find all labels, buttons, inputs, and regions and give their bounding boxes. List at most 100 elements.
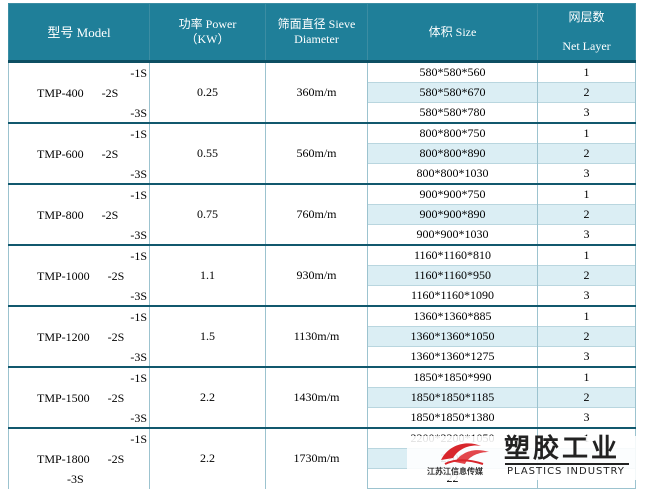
- model-variant-1s: -1S: [130, 371, 147, 385]
- header-model: 型号 Model: [8, 3, 150, 63]
- model-name-line: TMP-1000 -2S: [37, 269, 124, 284]
- size-cell: 900*900*1030: [367, 224, 538, 245]
- header-diameter-line1: 筛面直径 Sieve: [277, 17, 356, 31]
- layer-cell: 1: [537, 183, 636, 205]
- watermark-logo: 江苏江信息传媒 塑胶工业 PLASTICS INDUSTRY: [407, 432, 637, 482]
- layer-cell: 1: [537, 122, 636, 144]
- size-cell: 1160*1160*810: [367, 244, 538, 266]
- model-variant-3s: -3S: [130, 350, 147, 364]
- watermark-english: PLASTICS INDUSTRY: [507, 466, 625, 477]
- model-cell: -1S TMP-800 -2S -3S: [8, 183, 150, 245]
- model-variant-2s: -2S: [107, 391, 125, 405]
- model-variant-2s: -2S: [107, 269, 125, 283]
- size-cell: 900*900*890: [367, 204, 538, 225]
- header-power: 功率 Power （KW）: [149, 3, 266, 63]
- model-name-line: TMP-400 -2S: [37, 86, 118, 101]
- size-cell: 580*580*670: [367, 82, 538, 103]
- model-variant-1s: -1S: [130, 127, 147, 141]
- size-cell: 1160*1160*1090: [367, 285, 538, 306]
- spec-table-body: -1S TMP-400 -2S -3S 0.25 360m/m 580*580*560 1 58…: [8, 60, 636, 489]
- model-variant-1s: -1S: [130, 432, 147, 446]
- power-cell: 0.55: [149, 122, 266, 184]
- diameter-cell: 360m/m: [265, 60, 368, 123]
- model-variant-2s: -2S: [101, 86, 119, 100]
- model-variant-3s: -3S: [67, 472, 84, 486]
- size-cell: 1850*1850*990: [367, 366, 538, 388]
- model-variant-3s: -3S: [130, 106, 147, 120]
- model-variant-2s: -2S: [107, 330, 125, 344]
- model-variant-1s: -1S: [130, 66, 147, 80]
- layer-cell: 3: [537, 346, 636, 367]
- size-cell: 900*900*750: [367, 183, 538, 205]
- table-row: 900*900*1030 3: [9, 224, 636, 245]
- layer-cell: 1: [537, 366, 636, 388]
- table-row: 1850*1850*1185 2: [9, 387, 636, 408]
- model-name-line: TMP-600 -2S: [37, 147, 118, 162]
- size-cell: 580*580*780: [367, 102, 538, 123]
- table-row: -1S TMP-400 -2S -3S 0.25 360m/m 580*580*560 1: [8, 60, 636, 123]
- layer-cell: 1: [537, 305, 636, 327]
- header-power-line1: 功率 Power: [178, 17, 237, 31]
- diameter-cell: 560m/m: [265, 122, 368, 184]
- power-cell: 1.1: [149, 244, 266, 306]
- layer-cell: 3: [537, 102, 636, 123]
- model-cell: -1S TMP-1200 -2S -3S: [8, 305, 150, 367]
- diameter-cell: 1730m/m: [265, 427, 368, 489]
- table-row: 800*800*890 2: [9, 143, 636, 164]
- layer-cell: 2: [537, 326, 636, 347]
- model-name-line: TMP-1800 -2S: [37, 452, 124, 467]
- power-cell: 2.2: [149, 366, 266, 428]
- table-row: 1160*1160*950 2: [9, 265, 636, 286]
- model-name: TMP-1800: [37, 452, 90, 466]
- table-row: 800*800*1030 3: [9, 163, 636, 184]
- model-name: TMP-1500: [37, 391, 90, 405]
- size-cell: 800*800*750: [367, 122, 538, 144]
- watermark-divider: [505, 463, 629, 465]
- power-cell: 0.25: [149, 60, 266, 123]
- size-cell: 800*800*1030: [367, 163, 538, 184]
- model-variant-2s: -2S: [101, 147, 119, 161]
- layer-cell: 2: [537, 82, 636, 103]
- layer-cell: 3: [537, 407, 636, 428]
- layer-cell: 3: [537, 224, 636, 245]
- watermark-title: 塑胶工业: [504, 434, 621, 464]
- layer-cell: 2: [537, 387, 636, 408]
- model-variant-2s: -2S: [101, 208, 119, 222]
- diameter-cell: 1430m/m: [265, 366, 368, 428]
- layer-cell: 2: [537, 265, 636, 286]
- diameter-cell: 930m/m: [265, 244, 368, 306]
- size-cell: 1360*1360*1050: [367, 326, 538, 347]
- table-row: 1160*1160*1090 3: [9, 285, 636, 306]
- table-row: -1S TMP-800 -2S -3S 0.75 760m/m 900*900*750 1: [8, 183, 636, 245]
- layer-cell: 2: [537, 143, 636, 164]
- model-name: TMP-400: [37, 86, 84, 100]
- table-row: 580*580*780 3: [9, 102, 636, 123]
- size-cell: 800*800*890: [367, 143, 538, 164]
- table-row: 1360*1360*1275 3: [9, 346, 636, 367]
- model-variant-1s: -1S: [130, 188, 147, 202]
- size-cell: 1850*1850*1380: [367, 407, 538, 428]
- table-row: 580*580*670 2: [9, 82, 636, 103]
- watermark-small-text: 江苏江信息传媒: [427, 467, 483, 476]
- model-variant-3s: -3S: [130, 167, 147, 181]
- table-row: 900*900*890 2: [9, 204, 636, 225]
- size-cell: 580*580*560: [367, 60, 538, 83]
- layer-cell: 2: [537, 204, 636, 225]
- diameter-cell: 760m/m: [265, 183, 368, 245]
- model-name: TMP-800: [37, 208, 84, 222]
- header-power-line2: （KW）: [185, 32, 230, 46]
- diameter-cell: 1130m/m: [265, 305, 368, 367]
- header-layer-line1: 网层数: [568, 10, 605, 24]
- table-row: -1S TMP-1200 -2S -3S 1.5 1130m/m 1360*1360*885…: [8, 305, 636, 367]
- model-name-line: TMP-1200 -2S: [37, 330, 124, 345]
- model-variant-3s: -3S: [130, 411, 147, 425]
- layer-cell: 1: [537, 60, 636, 83]
- header-size: 体积 Size: [367, 3, 538, 63]
- table-row: -1S TMP-600 -2S -3S 0.55 560m/m 800*800*750 1: [8, 122, 636, 184]
- model-name: TMP-600: [37, 147, 84, 161]
- size-cell: 1160*1160*950: [367, 265, 538, 286]
- size-cell: 1360*1360*885: [367, 305, 538, 327]
- size-cell: 1360*1360*1275: [367, 346, 538, 367]
- model-variant-1s: -1S: [130, 249, 147, 263]
- header-layer-line2: Net Layer: [562, 39, 611, 53]
